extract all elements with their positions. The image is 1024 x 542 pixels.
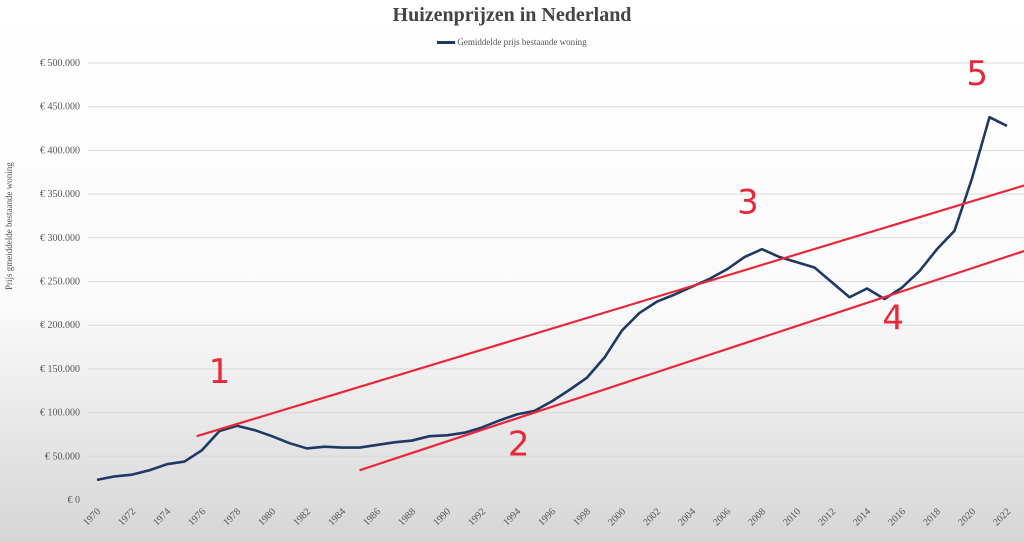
- trendline-1: [196, 184, 1024, 438]
- x-tick-label: 2006: [711, 506, 733, 528]
- x-tick-label: 2004: [676, 506, 698, 528]
- y-tick-label: € 400.000: [40, 145, 80, 156]
- x-tick-label: 1998: [571, 506, 593, 528]
- x-tick-label: 1982: [291, 506, 313, 528]
- annotation-label: 5: [966, 54, 988, 94]
- x-tick-label: 2012: [816, 506, 838, 528]
- y-tick-label: € 500.000: [40, 58, 80, 69]
- y-tick-label: € 50.000: [45, 451, 80, 462]
- legend-swatch: [437, 41, 456, 45]
- y-tick-label: € 0: [68, 495, 81, 506]
- y-tick-label: € 100.000: [40, 408, 80, 419]
- x-tick-label: 1976: [186, 506, 208, 528]
- x-tick-label: 1992: [466, 506, 488, 528]
- x-tick-label: 2010: [781, 506, 803, 528]
- x-tick-label: 2002: [641, 506, 663, 528]
- x-tick-label: 2008: [746, 506, 768, 528]
- x-tick-label: 2000: [606, 506, 628, 528]
- legend: Gemiddelde prijs bestaande woning: [0, 37, 1024, 47]
- x-tick-label: 2016: [886, 506, 908, 528]
- annotation-label: 3: [737, 182, 759, 222]
- x-tick-label: 2018: [921, 506, 943, 528]
- annotation-label: 2: [508, 424, 530, 464]
- x-tick-label: 1980: [256, 506, 278, 528]
- x-tick-label: 1996: [536, 506, 558, 528]
- y-tick-label: € 150.000: [40, 364, 80, 375]
- y-tick-label: € 250.000: [40, 277, 80, 288]
- x-tick-label: 1972: [116, 506, 138, 528]
- y-tick-label: € 450.000: [40, 102, 80, 113]
- y-tick-label: € 300.000: [40, 233, 80, 244]
- x-tick-label: 1984: [326, 506, 348, 528]
- chart-title: Huizenprijzen in Nederland: [392, 4, 632, 26]
- x-tick-label: 2014: [851, 506, 873, 528]
- annotation-label: 4: [882, 299, 904, 339]
- x-tick-label: 2020: [956, 506, 978, 528]
- x-tick-label: 1974: [151, 506, 173, 528]
- y-tick-label: € 200.000: [40, 320, 80, 331]
- x-tick-label: 1990: [431, 506, 453, 528]
- x-tick-label: 1978: [221, 506, 243, 528]
- annotation-label: 1: [209, 352, 231, 392]
- x-tick-label: 1970: [81, 506, 103, 528]
- x-tick-label: 1994: [501, 506, 523, 528]
- y-tick-label: € 350.000: [40, 189, 80, 200]
- trendline-2: [359, 249, 1024, 472]
- x-tick-label: 1986: [361, 506, 383, 528]
- x-tick-label: 2022: [991, 506, 1013, 528]
- x-tick-label: 1988: [396, 506, 418, 528]
- legend-label: Gemiddelde prijs bestaande woning: [457, 37, 587, 47]
